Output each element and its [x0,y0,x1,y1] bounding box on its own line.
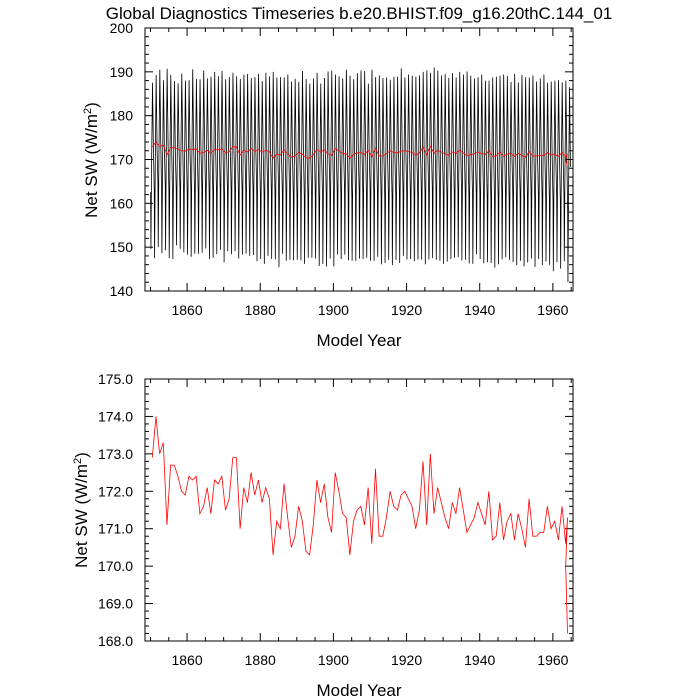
x-tick-label: 1960 [537,302,568,318]
y-tick-label: 168.0 [98,633,133,649]
bottom-plot-frame [144,378,574,642]
x-tick-label: 1960 [537,652,568,668]
annual-mean-series-line [151,416,568,634]
x-tick-label: 1900 [318,652,349,668]
top-ticks [145,27,573,292]
top-tick-labels: 1860 1880 1900 1920 1940 1960 140 150 160 170 180 1… [110,20,569,318]
y-tick-label: 150 [110,239,134,255]
y-tick-label: 173.0 [98,446,133,462]
y-tick-label: 180 [110,108,134,124]
x-tick-label: 1880 [245,302,276,318]
y-tick-label: 170.0 [98,558,133,574]
y-tick-label: 200 [110,20,134,36]
y-tick-label: 140 [110,283,134,299]
y-tick-label: 175.0 [98,371,133,387]
y-tick-label: 169.0 [98,596,133,612]
x-tick-label: 1920 [391,652,422,668]
bottom-series [151,416,568,634]
bottom-ticks [145,378,573,642]
x-tick-label: 1940 [464,652,495,668]
x-tick-label: 1880 [245,652,276,668]
y-tick-label: 171.0 [98,521,133,537]
top-x-axis-title: Model Year [316,331,401,350]
top-y-axis-title: Net SW (W/m2) [82,102,101,218]
chart-title: Global Diagnostics Timeseries b.e20.BHIS… [106,4,613,23]
x-tick-label: 1860 [171,652,202,668]
y-tick-label: 174.0 [98,408,133,424]
y-tick-label: 172.0 [98,483,133,499]
monthly-series-line [150,67,571,283]
y-tick-label: 170 [110,152,134,168]
y-tick-label: 190 [110,64,134,80]
annual-mean-series-line [152,141,568,168]
bottom-tick-labels: 1860 1880 1900 1920 1940 1960 168.0 169.0 170.0 1… [98,371,569,668]
x-tick-label: 1900 [318,302,349,318]
bottom-x-axis-title: Model Year [316,681,401,700]
bottom-panel: 1860 1880 1900 1920 1940 1960 168.0 169.0 170.0 1… [72,371,574,700]
x-tick-label: 1940 [464,302,495,318]
bottom-y-axis-title: Net SW (W/m2) [72,452,91,568]
y-tick-label: 160 [110,195,134,211]
x-tick-label: 1860 [171,302,202,318]
top-series [150,67,571,283]
top-panel: 1860 1880 1900 1920 1940 1960 140 150 160 170 180 1… [82,20,574,350]
x-tick-label: 1920 [391,302,422,318]
